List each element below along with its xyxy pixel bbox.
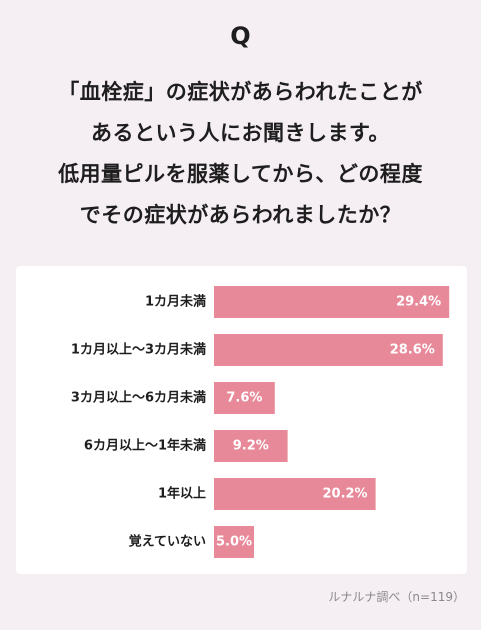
category-label: 1カ月未満: [145, 294, 206, 310]
question-line-4: でその症状があらわれましたか？: [79, 203, 402, 227]
value-label: 20.2%: [322, 487, 367, 502]
category-label: 6カ月以上〜1年未満: [84, 438, 206, 454]
value-label: 29.4%: [396, 295, 441, 310]
question-line-2: あるという人にお聞きします。: [91, 121, 390, 145]
chart-panel: 1カ月未満 29.4% 1カ月以上〜3カ月未満 28.6% 3カ月以上〜6カ月未満 7.6…: [16, 266, 467, 574]
category-label: 3カ月以上〜6カ月未満: [71, 390, 206, 406]
value-label: 5.0%: [216, 535, 252, 550]
bar-chart: 1カ月未満 29.4% 1カ月以上〜3カ月未満 28.6% 3カ月以上〜6カ月未満 7.6…: [71, 286, 450, 558]
question-line-1: 「血栓症」の症状があらわれたことが: [58, 80, 423, 104]
value-label: 9.2%: [233, 439, 269, 454]
value-label: 28.6%: [390, 343, 435, 358]
question-line-3: 低用量ピルを服薬してから、どの程度: [58, 162, 423, 186]
bar: [214, 430, 288, 462]
bar: [214, 526, 254, 558]
source-note: ルナルナ調べ（n=119）: [328, 590, 465, 604]
bar: [214, 334, 443, 366]
bar: [214, 478, 376, 510]
bar: [214, 286, 450, 318]
bar: [214, 382, 275, 414]
category-label: 覚えていない: [128, 534, 206, 550]
survey-question: 「血栓症」の症状があらわれたことが あるという人にお聞きします。 低用量ピルを服…: [0, 72, 481, 236]
value-label: 7.6%: [226, 391, 262, 406]
question-mark: Q: [230, 22, 251, 50]
category-label: 1カ月以上〜3カ月未満: [71, 342, 206, 358]
category-label: 1年以上: [158, 486, 206, 502]
